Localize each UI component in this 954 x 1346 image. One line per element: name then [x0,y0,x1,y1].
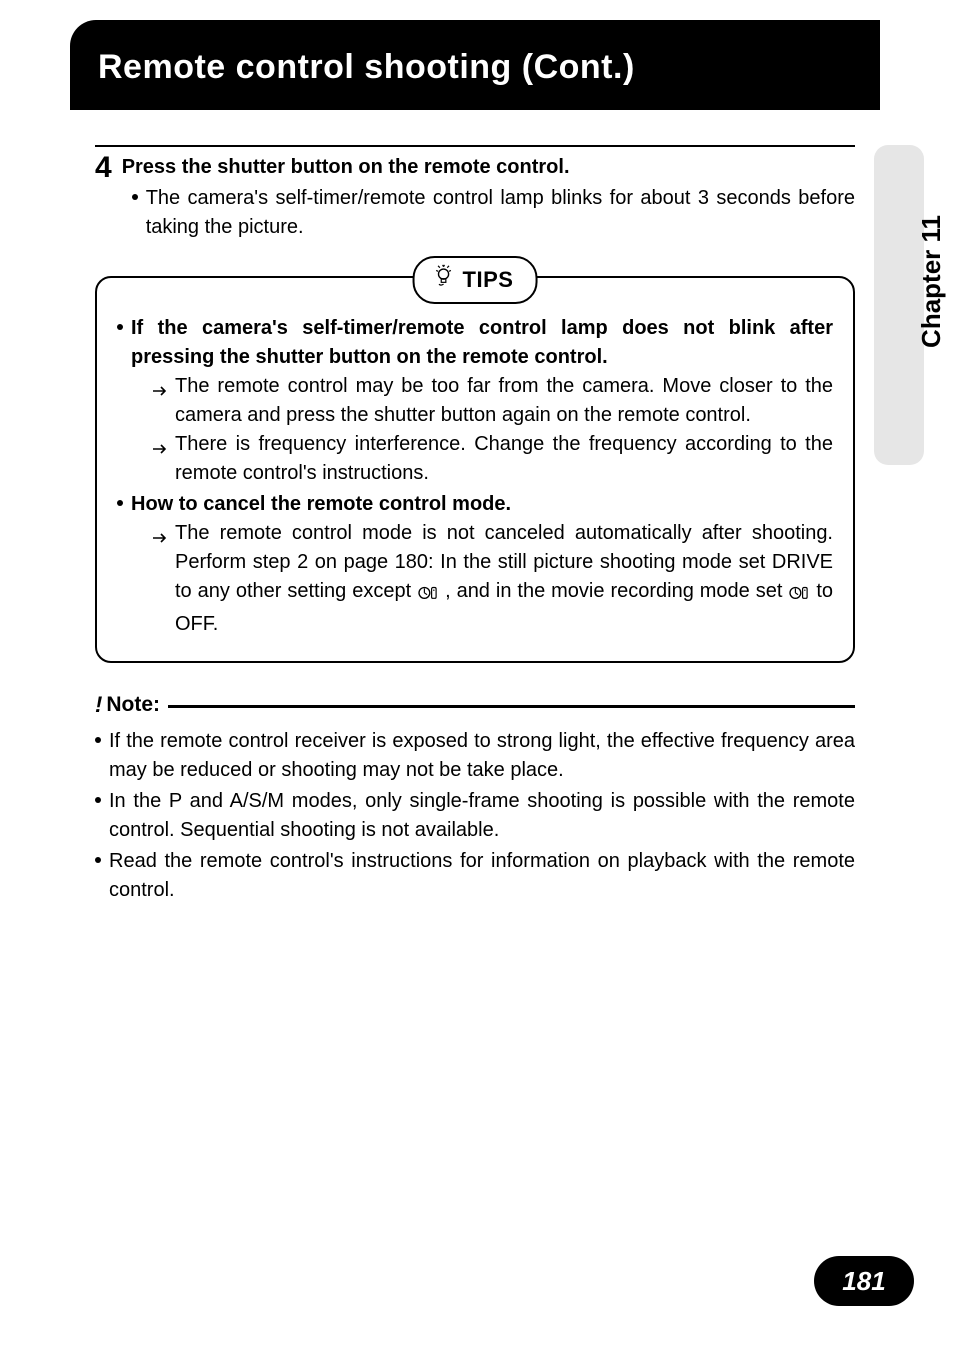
note-item-1: If the remote control receiver is expose… [95,727,855,785]
page-title: Remote control shooting (Cont.) [70,20,880,87]
step-body: Press the shutter button on the remote c… [122,153,855,242]
note-item-2: In the P and A/S/M modes, only single-fr… [95,787,855,845]
remote-timer-icon [788,581,810,610]
note-1-text: If the remote control receiver is expose… [109,727,855,785]
remote-timer-icon [417,581,439,610]
note-header: ! Note: [95,689,855,721]
arrow-right-icon [153,377,169,430]
arrow-right-icon [153,435,169,488]
tip-2-body: How to cancel the remote control mode. T… [131,490,833,639]
tips-box: TIPS If the camera's self-timer/remote c… [95,276,855,663]
note-section: ! Note: If the remote control receiver i… [95,689,855,905]
note-3-text: Read the remote control's instructions f… [109,847,855,905]
page-number-badge: 181 [814,1256,914,1306]
tips-badge: TIPS [413,256,538,304]
tip-2-arrow-1: The remote control mode is not canceled … [153,519,833,639]
step-4: 4 Press the shutter button on the remote… [95,153,855,242]
tip-1-arrow-1: The remote control may be too far from t… [153,372,833,430]
tip-2-heading: How to cancel the remote control mode. [131,490,833,519]
bullet-dot-icon [117,500,123,506]
step-heading: Press the shutter button on the remote c… [122,153,855,182]
bullet-dot-icon [132,194,138,200]
step-number: 4 [95,153,112,183]
step-bullet-text: The camera's self-timer/remote control l… [146,184,855,242]
exclamation-icon: ! [95,689,102,721]
note-2-text: In the P and A/S/M modes, only single-fr… [109,787,855,845]
step-bullet: The camera's self-timer/remote control l… [132,184,855,242]
tips-label: TIPS [463,264,514,296]
tip-item-1: If the camera's self-timer/remote contro… [117,314,833,488]
content-area: 4 Press the shutter button on the remote… [95,145,855,907]
note-divider [168,705,855,708]
note-item-3: Read the remote control's instructions f… [95,847,855,905]
note-label: Note: [106,690,160,720]
tip-2-arrow-1-text: The remote control mode is not canceled … [175,519,833,639]
tip-1-body: If the camera's self-timer/remote contro… [131,314,833,488]
lightbulb-icon [433,264,455,295]
bullet-dot-icon [117,324,123,330]
divider-top [95,145,855,147]
tip-1-heading: If the camera's self-timer/remote contro… [131,314,833,372]
bullet-dot-icon [95,737,101,743]
bullet-dot-icon [95,797,101,803]
chapter-tab-label: Chapter 11 [916,215,947,348]
tip-1-arrow-1-text: The remote control may be too far from t… [175,372,833,430]
arrow-right-icon [153,524,169,639]
tip-1-arrow-2: There is frequency interference. Change … [153,430,833,488]
bullet-dot-icon [95,857,101,863]
tip-2-mid: , and in the movie recording mode set [445,580,788,602]
tip-item-2: How to cancel the remote control mode. T… [117,490,833,639]
tip-1-arrow-2-text: There is frequency interference. Change … [175,430,833,488]
page-header: Remote control shooting (Cont.) [70,20,880,110]
